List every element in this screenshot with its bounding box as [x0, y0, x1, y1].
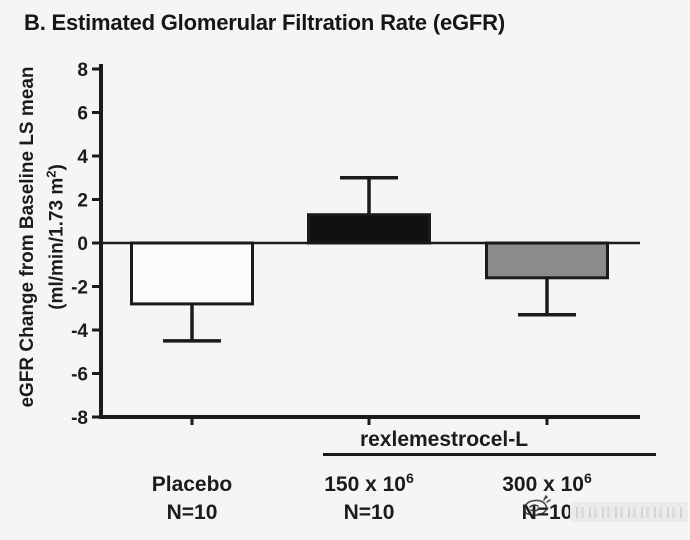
bar-1	[307, 213, 431, 245]
y-axis-label: eGFR Change from Baseline LS mean	[17, 66, 38, 408]
watermark-text-strip	[570, 502, 688, 522]
y-axis-unit-label: (ml/min/1.73 m2)	[43, 164, 68, 310]
bar-0	[130, 241, 254, 306]
y-tick-label: 4	[77, 147, 88, 168]
y-axis-unit-post: )	[46, 164, 68, 171]
category-label-300m: 300 x 106	[502, 470, 592, 497]
group-underline	[323, 453, 656, 456]
watermark-glyphs	[576, 507, 682, 518]
n-label-300m: N=10	[521, 501, 573, 524]
y-tick-label: 6	[77, 103, 88, 124]
bar-2	[485, 241, 609, 280]
category-label-300m-text: 300 x 10	[502, 473, 584, 496]
n-label-150m: N=10	[343, 501, 395, 524]
group-label: rexlemestrocel-L	[359, 428, 529, 451]
n-label-placebo: N=10	[166, 501, 218, 524]
y-tick-label: -4	[71, 321, 88, 342]
category-label-300m-exp: 6	[583, 470, 592, 486]
chart-title: B. Estimated Glomerular Filtration Rate …	[24, 10, 505, 35]
y-tick-label: 2	[77, 190, 88, 211]
watermark-logo	[524, 495, 551, 517]
y-tick-label: -8	[71, 408, 88, 429]
category-label-150m: 150 x 106	[324, 470, 414, 497]
y-axis-unit-sup: 2	[43, 170, 59, 178]
y-tick-label: -6	[71, 364, 88, 385]
category-label-150m-exp: 6	[405, 470, 414, 486]
category-label-placebo: Placebo	[152, 470, 233, 497]
y-tick-label: 8	[77, 60, 88, 81]
category-label-placebo-text: Placebo	[151, 473, 233, 496]
y-tick-label: -2	[71, 277, 88, 298]
category-label-150m-text: 150 x 10	[324, 473, 406, 496]
y-axis-unit-pre: (ml/min/1.73 m	[46, 177, 68, 310]
y-tick-label: 0	[77, 234, 88, 255]
